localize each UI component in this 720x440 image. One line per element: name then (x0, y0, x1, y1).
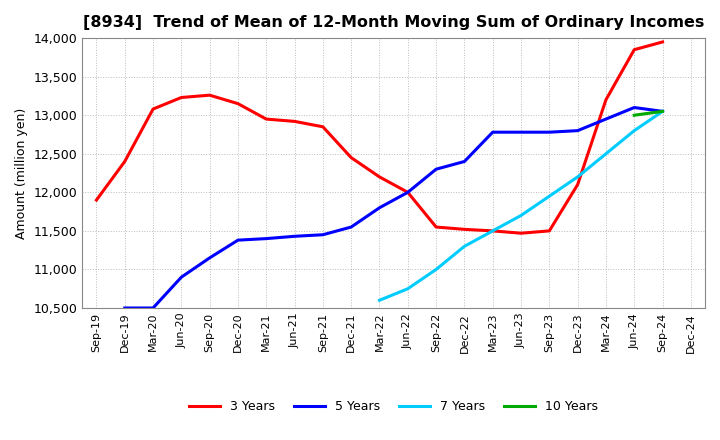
3 Years (177, 95, 186, 100)
5 Years (658, 109, 667, 114)
Line: 3 Years: 3 Years (96, 42, 662, 233)
5 Years (205, 255, 214, 260)
3 Years (205, 92, 214, 98)
3 Years (92, 198, 101, 203)
10 Years (630, 113, 639, 118)
3 Years (149, 106, 158, 112)
7 Years (375, 297, 384, 303)
3 Years (602, 97, 611, 103)
5 Years (347, 224, 356, 230)
3 Years (432, 224, 441, 230)
5 Years (545, 129, 554, 135)
5 Years (290, 234, 299, 239)
Line: 10 Years: 10 Years (634, 111, 662, 115)
7 Years (517, 213, 526, 218)
5 Years (517, 129, 526, 135)
3 Years (262, 117, 271, 122)
7 Years (573, 174, 582, 180)
3 Years (318, 124, 327, 129)
5 Years (375, 205, 384, 210)
3 Years (630, 47, 639, 52)
3 Years (658, 39, 667, 44)
7 Years (460, 244, 469, 249)
5 Years (262, 236, 271, 241)
7 Years (602, 151, 611, 156)
3 Years (347, 155, 356, 160)
5 Years (602, 117, 611, 122)
3 Years (234, 101, 243, 106)
5 Years (630, 105, 639, 110)
5 Years (177, 275, 186, 280)
7 Years (432, 267, 441, 272)
3 Years (120, 159, 129, 164)
3 Years (488, 228, 497, 234)
7 Years (658, 109, 667, 114)
5 Years (488, 129, 497, 135)
3 Years (573, 182, 582, 187)
7 Years (545, 194, 554, 199)
3 Years (460, 227, 469, 232)
10 Years (658, 109, 667, 114)
5 Years (460, 159, 469, 164)
Title: [8934]  Trend of Mean of 12-Month Moving Sum of Ordinary Incomes: [8934] Trend of Mean of 12-Month Moving … (83, 15, 704, 30)
7 Years (403, 286, 412, 291)
5 Years (120, 305, 129, 311)
7 Years (488, 228, 497, 234)
Y-axis label: Amount (million yen): Amount (million yen) (15, 107, 28, 238)
5 Years (318, 232, 327, 238)
7 Years (630, 128, 639, 133)
3 Years (403, 190, 412, 195)
5 Years (149, 305, 158, 311)
5 Years (432, 167, 441, 172)
3 Years (517, 231, 526, 236)
5 Years (234, 238, 243, 243)
3 Years (545, 228, 554, 234)
Line: 7 Years: 7 Years (379, 111, 662, 300)
Line: 5 Years: 5 Years (125, 107, 662, 308)
3 Years (375, 174, 384, 180)
5 Years (573, 128, 582, 133)
5 Years (403, 190, 412, 195)
3 Years (290, 119, 299, 124)
Legend: 3 Years, 5 Years, 7 Years, 10 Years: 3 Years, 5 Years, 7 Years, 10 Years (184, 395, 603, 418)
